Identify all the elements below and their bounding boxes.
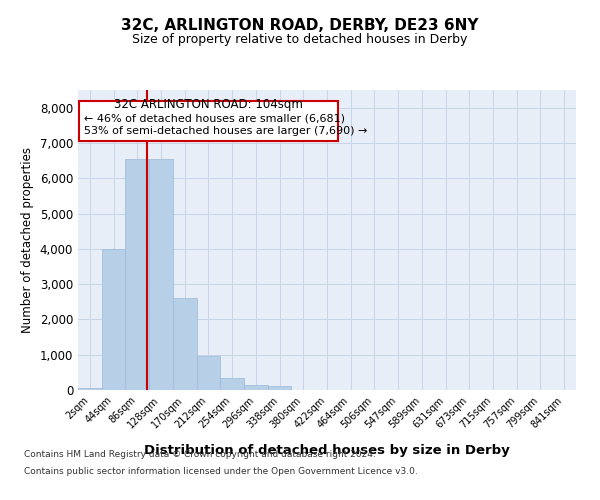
X-axis label: Distribution of detached houses by size in Derby: Distribution of detached houses by size … xyxy=(144,444,510,457)
Bar xyxy=(197,356,220,390)
Text: ← 46% of detached houses are smaller (6,681): ← 46% of detached houses are smaller (6,… xyxy=(84,113,345,123)
Text: Contains public sector information licensed under the Open Government Licence v3: Contains public sector information licen… xyxy=(24,468,418,476)
Bar xyxy=(244,386,268,390)
FancyBboxPatch shape xyxy=(79,100,338,141)
Bar xyxy=(173,298,197,390)
Bar xyxy=(102,249,125,390)
Y-axis label: Number of detached properties: Number of detached properties xyxy=(21,147,34,333)
Bar xyxy=(268,386,292,390)
Text: Contains HM Land Registry data © Crown copyright and database right 2024.: Contains HM Land Registry data © Crown c… xyxy=(24,450,376,459)
Bar xyxy=(125,159,149,390)
Text: 32C ARLINGTON ROAD: 104sqm: 32C ARLINGTON ROAD: 104sqm xyxy=(114,98,303,110)
Bar xyxy=(78,388,102,390)
Text: 32C, ARLINGTON ROAD, DERBY, DE23 6NY: 32C, ARLINGTON ROAD, DERBY, DE23 6NY xyxy=(121,18,479,32)
Bar xyxy=(149,159,173,390)
Text: 53% of semi-detached houses are larger (7,690) →: 53% of semi-detached houses are larger (… xyxy=(84,126,368,136)
Text: Size of property relative to detached houses in Derby: Size of property relative to detached ho… xyxy=(133,32,467,46)
Bar xyxy=(220,378,244,390)
